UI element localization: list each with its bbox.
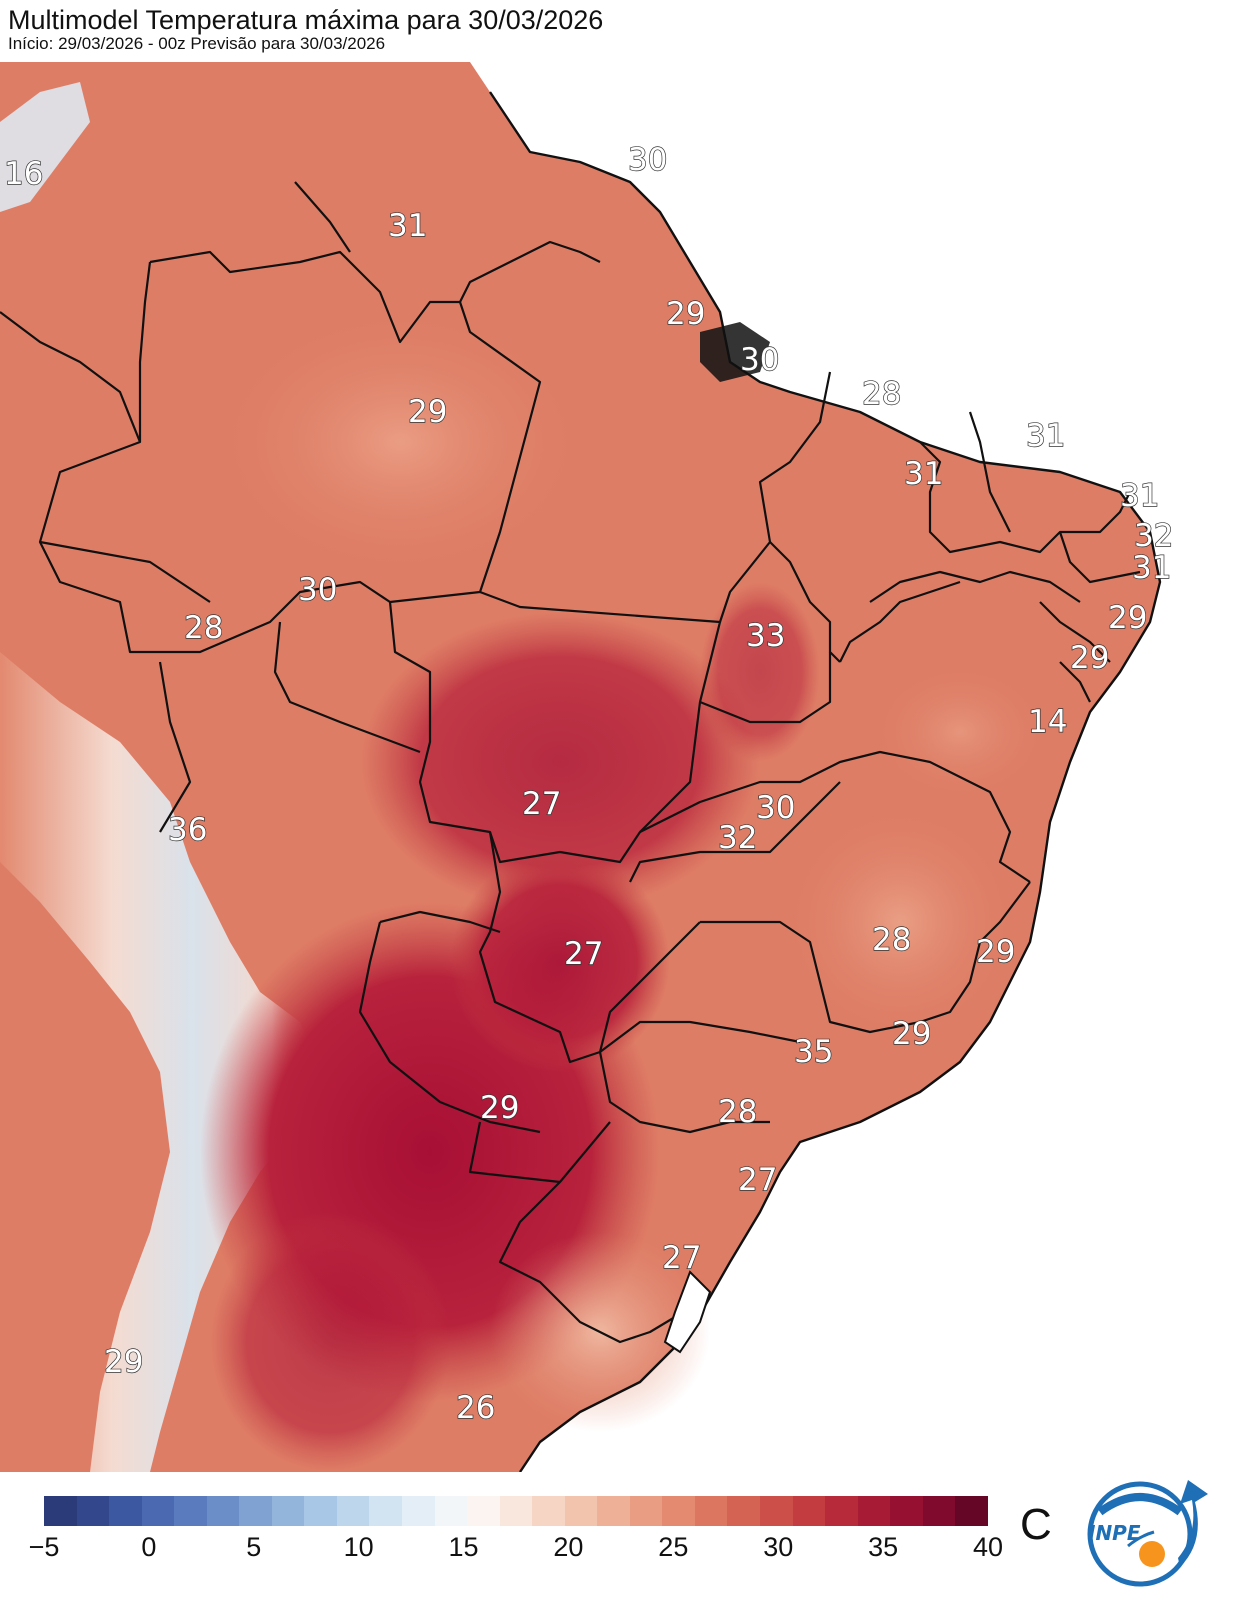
color-scale-bin [564, 1496, 598, 1526]
color-scale-tick: 10 [343, 1532, 374, 1562]
color-scale-bins [44, 1496, 988, 1526]
color-scale-bin [792, 1496, 826, 1526]
temp-label: 33 [746, 618, 785, 654]
temp-label: 31 [1132, 550, 1171, 586]
hot-zone-argentina [210, 1212, 450, 1472]
temp-label: 28 [184, 610, 223, 646]
temp-label: 29 [666, 296, 705, 332]
temp-label: 30 [756, 790, 795, 826]
color-scale-bin [760, 1496, 793, 1526]
color-scale-bin [857, 1496, 891, 1526]
hot-zone-central [360, 612, 760, 912]
color-scale-bin [955, 1496, 988, 1526]
hot-zone-ms [450, 852, 670, 1072]
color-scale-bar [44, 1496, 988, 1526]
temp-label: 27 [738, 1162, 777, 1198]
color-scale-tick: 5 [246, 1532, 262, 1562]
color-scale-tick: 20 [553, 1532, 584, 1562]
color-scale-bin [141, 1496, 175, 1526]
cool-zone-mg [780, 802, 1020, 1042]
color-scale-bin [271, 1496, 305, 1526]
color-scale-bin [76, 1496, 110, 1526]
map-ocean [470, 62, 1236, 1472]
color-scale-bin [922, 1496, 956, 1526]
color-scale-bin [727, 1496, 761, 1526]
temp-label: 30 [628, 142, 667, 178]
temp-label: 31 [1120, 478, 1159, 514]
color-scale-bin [206, 1496, 240, 1526]
color-scale-bin [174, 1496, 207, 1526]
cool-zone-amazon [220, 312, 580, 572]
color-scale-bin [597, 1496, 630, 1526]
color-scale-bin [629, 1496, 663, 1526]
temp-label: 28 [872, 922, 911, 958]
color-scale-ticks: −5 0 5 10 15 20 25 30 35 40 [29, 1532, 1003, 1568]
map-title: Multimodel Temperatura máxima para 30/03… [8, 5, 604, 35]
temp-label: 30 [740, 342, 779, 378]
color-scale-tick: 0 [141, 1532, 157, 1562]
temp-label: 28 [718, 1094, 757, 1130]
temp-label: 29 [1070, 640, 1109, 676]
temp-label: 31 [1026, 418, 1065, 454]
color-scale-bin [499, 1496, 533, 1526]
color-scale-bin [694, 1496, 728, 1526]
unit-label: C [1020, 1500, 1052, 1549]
color-scale-tick: −5 [28, 1532, 60, 1562]
temp-label: 14 [1028, 704, 1067, 740]
color-scale-tick: 40 [972, 1532, 1004, 1562]
temp-label: 27 [564, 936, 603, 972]
temp-label: 32 [718, 820, 757, 856]
color-scale-tick: 15 [448, 1532, 479, 1562]
color-scale-bin [532, 1496, 565, 1526]
color-scale-bin [402, 1496, 435, 1526]
amazon-delta [700, 322, 770, 382]
lagoa-dos-patos [663, 1270, 712, 1354]
temp-label: 29 [104, 1344, 143, 1380]
temp-label: 31 [388, 208, 427, 244]
temp-label: 30 [298, 572, 337, 608]
temp-label: 35 [794, 1034, 833, 1070]
color-scale-bin [304, 1496, 337, 1526]
hot-zone-to [700, 582, 820, 762]
state-borders [0, 181, 1141, 1344]
temp-label: 32 [1134, 518, 1173, 554]
temp-label: 31 [904, 456, 943, 492]
color-scale-bin [44, 1496, 77, 1526]
color-scale-bin [434, 1496, 468, 1526]
color-scale-bin [890, 1496, 923, 1526]
inpe-logo-text: INPE [1088, 1521, 1141, 1545]
header: Multimodel Temperatura máxima para 30/03… [8, 4, 603, 53]
color-scale-bin [825, 1496, 858, 1526]
color-scale-bin [369, 1496, 403, 1526]
temp-label: 28 [862, 376, 901, 412]
temp-label: 27 [522, 786, 561, 822]
temp-label: 29 [408, 394, 447, 430]
temperature-map: 16 31 30 29 30 29 28 31 31 31 32 31 28 3… [0, 62, 1236, 1472]
color-scale-bin [336, 1496, 370, 1526]
andes-north-cold [0, 82, 90, 212]
temp-label: 36 [168, 812, 207, 848]
color-scale-bin [109, 1496, 142, 1526]
color-scale-bin [662, 1496, 695, 1526]
coastline [489, 91, 1162, 1472]
temp-label: 29 [892, 1016, 931, 1052]
temp-label: 29 [976, 934, 1015, 970]
temp-label: 16 [4, 156, 43, 192]
map-subtitle: Início: 29/03/2026 - 00z Previsão para 3… [8, 34, 386, 53]
temp-label: 27 [662, 1240, 701, 1276]
andes-cold-zone [0, 652, 320, 1472]
color-scale-bin [467, 1496, 500, 1526]
temperature-labels: 16 31 30 29 30 29 28 31 31 31 32 31 28 3… [3, 141, 1174, 1426]
color-scale-tick: 30 [763, 1532, 794, 1562]
temp-label: 29 [1108, 600, 1147, 636]
color-scale-tick: 25 [658, 1532, 689, 1562]
color-scale-tick: 35 [868, 1532, 899, 1562]
color-scale-bin [239, 1496, 272, 1526]
inpe-logo: INPE [1080, 1472, 1220, 1594]
temp-label: 29 [480, 1090, 519, 1126]
cool-zone-ba [870, 662, 1050, 802]
temp-label: 26 [456, 1390, 495, 1426]
